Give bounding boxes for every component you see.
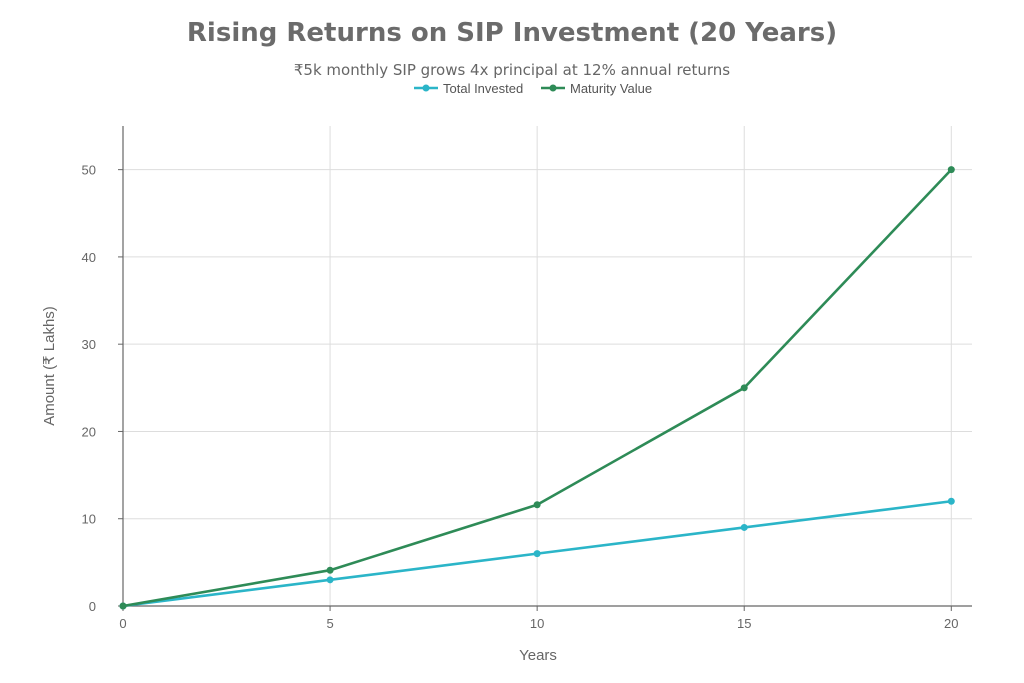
y-tick-label: 0 xyxy=(89,599,96,614)
y-tick-label: 40 xyxy=(82,250,96,265)
legend-label: Maturity Value xyxy=(570,81,652,96)
tick-labels: 0 5 10 15 20 0 10 20 30 40 50 xyxy=(82,163,959,631)
y-tick-label: 30 xyxy=(82,337,96,352)
data-point-maturity-value xyxy=(533,501,541,509)
legend-item-total-invested: Total Invested xyxy=(414,81,523,96)
y-axis-label: Amount (₹ Lakhs) xyxy=(41,306,58,426)
data-point-total-invested xyxy=(740,523,748,531)
chart-subtitle: ₹5k monthly SIP grows 4x principal at 12… xyxy=(293,61,731,79)
legend-label: Total Invested xyxy=(443,81,523,96)
legend-item-maturity-value: Maturity Value xyxy=(541,81,652,96)
x-axis-label: Years xyxy=(519,647,557,664)
legend: Total Invested Maturity Value xyxy=(414,81,652,96)
y-tick-label: 10 xyxy=(82,512,96,527)
x-tick-label: 5 xyxy=(326,616,333,631)
legend-marker xyxy=(422,84,430,92)
series-layer xyxy=(119,166,955,610)
y-tick-label: 50 xyxy=(82,163,96,178)
y-tick-label: 20 xyxy=(82,424,96,439)
data-point-maturity-value xyxy=(947,166,955,174)
chart-title: Rising Returns on SIP Investment (20 Yea… xyxy=(186,18,838,48)
x-tick-label: 10 xyxy=(530,616,544,631)
axes xyxy=(118,126,972,611)
grid-lines xyxy=(123,126,972,606)
data-point-maturity-value xyxy=(740,384,748,392)
x-tick-label: 0 xyxy=(119,616,126,631)
legend-marker xyxy=(549,84,557,92)
data-point-total-invested xyxy=(326,576,334,584)
data-point-total-invested xyxy=(947,497,955,505)
x-tick-label: 15 xyxy=(737,616,751,631)
data-point-maturity-value xyxy=(119,602,127,610)
data-point-total-invested xyxy=(533,550,541,558)
data-point-maturity-value xyxy=(326,566,334,574)
x-tick-label: 20 xyxy=(944,616,958,631)
